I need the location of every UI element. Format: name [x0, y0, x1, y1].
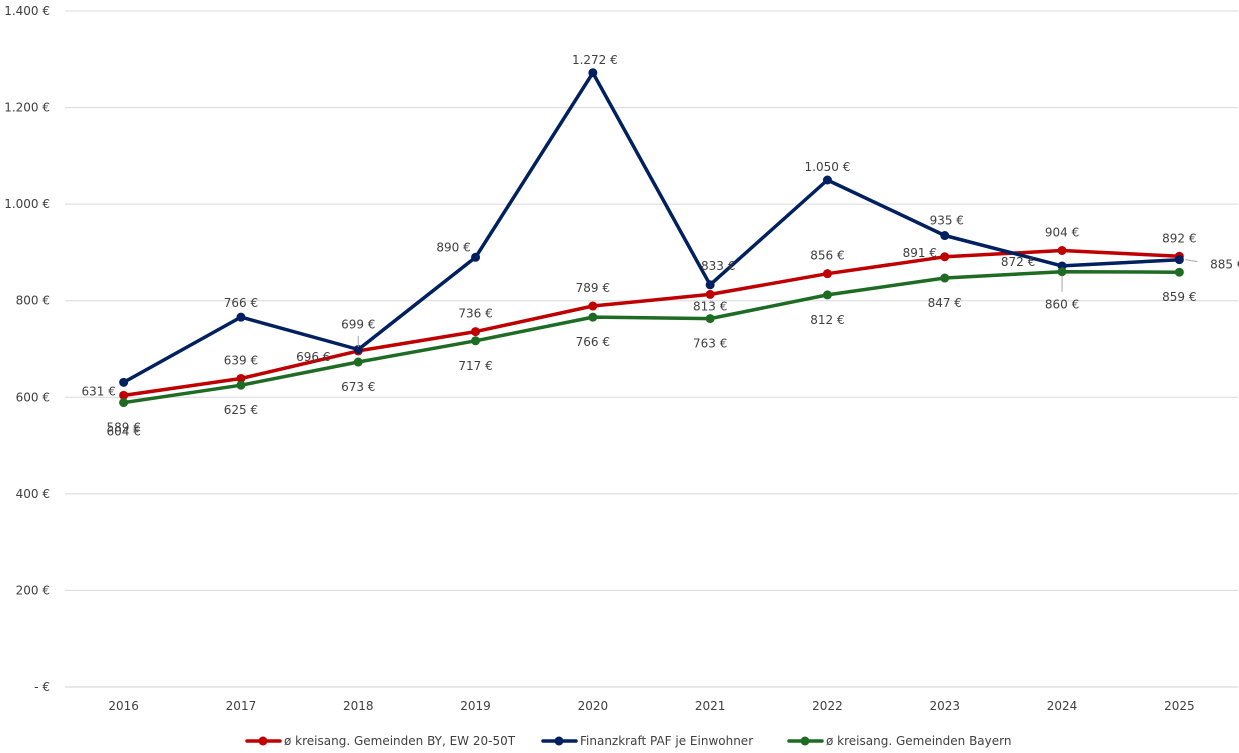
- data-label: 696 €: [296, 350, 330, 364]
- legend-label: ø kreisang. Gemeinden BY, EW 20-50T: [284, 734, 516, 748]
- leader-line: [1185, 259, 1198, 263]
- data-label: 856 €: [810, 249, 844, 263]
- y-tick-label: 1.200 €: [4, 101, 50, 115]
- data-point: [471, 252, 481, 262]
- x-tick-label: 2020: [578, 699, 609, 713]
- x-axis: 2016 2017 2018 2019 2020 2021 2022 2023 2024 2025: [108, 699, 1194, 713]
- legend-label: Finanzkraft PAF je Einwohner: [580, 734, 753, 748]
- x-tick-label: 2025: [1164, 699, 1195, 713]
- data-label: 789 €: [576, 281, 610, 295]
- data-point: [705, 289, 715, 299]
- data-point: [236, 373, 246, 383]
- data-point: [1174, 255, 1184, 265]
- x-tick-label: 2024: [1047, 699, 1078, 713]
- legend: ø kreisang. Gemeinden BY, EW 20-50T Finan…: [245, 734, 1011, 748]
- data-point: [119, 377, 129, 387]
- data-point: [822, 269, 832, 279]
- data-label: 736 €: [458, 307, 492, 321]
- data-point: [471, 327, 481, 337]
- data-point: [1057, 245, 1067, 255]
- series-line: [121, 71, 1182, 385]
- data-point: [940, 231, 950, 241]
- data-point: [940, 273, 950, 283]
- data-label: 625 €: [224, 403, 258, 417]
- x-tick-label: 2019: [460, 699, 491, 713]
- data-label: 859 €: [1162, 290, 1196, 304]
- data-point: [353, 344, 363, 354]
- y-tick-label: 400 €: [16, 487, 50, 501]
- data-label: 935 €: [930, 214, 964, 228]
- y-tick-label: 1.400 €: [4, 4, 50, 18]
- gridlines: [65, 10, 1238, 688]
- data-label: 699 €: [341, 317, 375, 331]
- data-point: [1174, 267, 1184, 277]
- legend-marker: [800, 736, 810, 746]
- y-tick-label: 600 €: [16, 390, 50, 404]
- y-tick-label: - €: [34, 680, 50, 694]
- y-tick-label: 200 €: [16, 583, 50, 597]
- x-tick-label: 2021: [695, 699, 726, 713]
- data-label: 639 €: [224, 353, 258, 367]
- y-axis: - € 200 € 400 € 600 € 800 € 1.000 € 1.200 € 1.4…: [4, 4, 50, 694]
- data-label: 904 €: [1045, 225, 1079, 239]
- y-tick-label: 1.000 €: [4, 197, 50, 211]
- x-tick-label: 2016: [108, 699, 139, 713]
- data-point: [236, 380, 246, 390]
- data-point: [822, 290, 832, 300]
- data-point: [705, 314, 715, 324]
- legend-label: ø kreisang. Gemeinden Bayern: [826, 734, 1011, 748]
- data-label: 892 €: [1162, 231, 1196, 245]
- data-point: [236, 312, 246, 322]
- data-label: 890 €: [436, 240, 470, 254]
- legend-marker: [554, 736, 564, 746]
- data-label: 589 €: [106, 421, 140, 435]
- data-point: [119, 390, 129, 400]
- legend-marker: [258, 736, 268, 746]
- data-label: 812 €: [810, 313, 844, 327]
- data-label: 1.050 €: [805, 160, 851, 174]
- y-tick-label: 800 €: [16, 294, 50, 308]
- data-point: [353, 357, 363, 367]
- series-line: [121, 269, 1182, 405]
- data-label: 885 €: [1210, 258, 1239, 272]
- data-point: [588, 301, 598, 311]
- data-label: 717 €: [458, 359, 492, 373]
- data-label: 860 €: [1045, 298, 1079, 312]
- series-lines: [119, 68, 1184, 408]
- data-point: [471, 336, 481, 346]
- data-point: [588, 312, 598, 322]
- data-point: [588, 68, 598, 78]
- data-label: 813 €: [693, 299, 727, 313]
- data-point: [940, 252, 950, 262]
- data-label: 673 €: [341, 380, 375, 394]
- data-label: 847 €: [928, 296, 962, 310]
- x-tick-label: 2023: [929, 699, 960, 713]
- data-label: 604 €: [106, 424, 140, 438]
- data-point: [705, 280, 715, 290]
- data-label: 891 €: [903, 246, 937, 260]
- data-point: [1057, 267, 1067, 277]
- data-label: 766 €: [224, 296, 258, 310]
- x-tick-label: 2018: [343, 699, 374, 713]
- data-label: 631 €: [81, 384, 115, 398]
- data-point: [822, 175, 832, 185]
- data-label: 872 €: [1001, 255, 1035, 269]
- data-label: 766 €: [576, 335, 610, 349]
- data-labels: 604 € 639 € 696 € 736 € 789 € 813 € 856 € 891 €…: [81, 53, 1239, 439]
- x-tick-label: 2022: [812, 699, 843, 713]
- data-label: 1.272 €: [572, 53, 618, 67]
- series-line: [121, 248, 1182, 398]
- data-label: 763 €: [693, 337, 727, 351]
- x-tick-label: 2017: [226, 699, 257, 713]
- data-label: 833 €: [701, 259, 735, 273]
- data-point: [119, 398, 129, 408]
